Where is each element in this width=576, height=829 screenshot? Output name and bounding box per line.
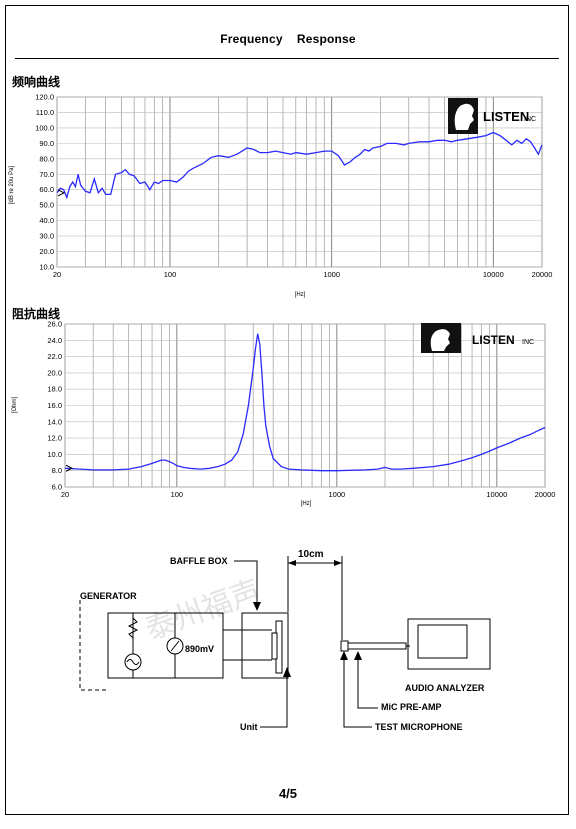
microphone-pointer (343, 656, 372, 728)
plot-area: 6.0 8.0 10.0 12.0 14.0 16.0 18.0 20.0 22.0 24.0 26… (47, 320, 555, 500)
plot-area: 10.0 20.0 30.0 40.0 50.0 60.0 70.0 80.0 90.0 100.… (35, 93, 552, 280)
y-tick-label: 14.0 (47, 417, 62, 426)
y-axis-label: [dB re 20u Pa] (9, 165, 15, 204)
x-tick-label: 1000 (328, 490, 345, 499)
y-tick-label: 20.0 (47, 368, 62, 377)
impedance-label: 阻抗曲线 (12, 307, 61, 321)
sine-wave-icon (126, 659, 140, 665)
x-tick-label: 20 (53, 270, 61, 279)
series-line (56, 131, 543, 200)
x-axis-label: [Hz] (295, 292, 306, 298)
y-tick-label: 100.0 (35, 123, 54, 132)
baffle-box-label: BAFFLE BOX (170, 556, 228, 566)
x-axis-label: [Hz] (301, 501, 312, 507)
y-tick-label: 40.0 (39, 216, 54, 225)
resistor-icon (127, 617, 139, 639)
logo-suffix: INC (522, 339, 534, 346)
distance-label: 10cm (298, 549, 324, 560)
y-tick-label: 18.0 (47, 385, 62, 394)
y-tick-label: 90.0 (39, 139, 54, 148)
page-title: Frequency Response (220, 32, 356, 46)
x-tick-label: 10000 (483, 270, 504, 279)
logo-text: LISTEN (483, 109, 529, 124)
voltmeter-needle-icon (170, 640, 180, 652)
generator-box (107, 612, 224, 679)
y-tick-label: 120.0 (35, 93, 54, 102)
arrow-up-icon (354, 651, 362, 660)
mic-preamp (347, 642, 407, 650)
y-tick-label: 30.0 (39, 232, 54, 241)
series-line (64, 333, 546, 472)
y-tick-label: 10.0 (39, 263, 54, 272)
arrow-right-icon (334, 560, 342, 566)
y-tick-label: 110.0 (36, 108, 54, 117)
logo: LISTEN INC (448, 98, 536, 134)
frequency-response-label: 频响曲线 (12, 75, 61, 89)
head-icon (430, 329, 450, 351)
audio-analyzer-label: AUDIO ANALYZER (405, 683, 485, 693)
audio-analyzer (407, 618, 491, 670)
arrow-left-icon (288, 560, 296, 566)
y-tick-label: 12.0 (47, 434, 62, 443)
y-tick-label: 80.0 (39, 154, 54, 163)
test-microphone (340, 640, 349, 652)
y-tick-label: 10.0 (47, 450, 62, 459)
head-icon (454, 103, 474, 130)
logo-suffix: INC (524, 116, 536, 123)
page-number: 4/5 (278, 786, 298, 801)
unit-label: Unit (240, 722, 258, 732)
x-tick-label: 100 (171, 490, 184, 499)
x-tick-label: 10000 (486, 490, 507, 499)
speaker-magnet (271, 632, 278, 660)
y-tick-label: 16.0 (47, 401, 62, 410)
series-start-marker (57, 189, 66, 197)
y-tick-label: 6.0 (52, 483, 62, 492)
preamp-pointer (357, 656, 378, 709)
y-tick-label: 22.0 (47, 352, 62, 361)
y-tick-label: 50.0 (39, 201, 54, 210)
y-tick-label: 60.0 (39, 185, 54, 194)
x-tick-label: 1000 (323, 270, 340, 279)
y-axis-label: [Ohm] (12, 397, 18, 414)
test-microphone-label: TEST MICROPHONE (375, 722, 463, 732)
x-tick-label: 100 (164, 270, 177, 279)
y-tick-label: 26.0 (47, 320, 62, 329)
baffle-pointer (234, 560, 258, 606)
logo-2: LISTEN INC (421, 323, 534, 353)
watermark: 泰州福声 (141, 575, 265, 647)
y-tick-label: 20.0 (39, 247, 54, 256)
x-tick-label: 20000 (532, 270, 553, 279)
page-border (5, 5, 569, 815)
unit-pointer (260, 673, 288, 728)
arrow-up-icon (283, 667, 291, 677)
arrow-down-icon (253, 602, 261, 611)
x-tick-label: 20000 (535, 490, 556, 499)
header-divider (15, 58, 559, 59)
y-tick-label: 24.0 (47, 336, 62, 345)
voltage-label: 890mV (185, 644, 214, 654)
analyzer-screen (417, 624, 468, 659)
logo-text: LISTEN (472, 333, 515, 347)
series-start-marker (65, 464, 74, 472)
arrow-up-icon (340, 651, 348, 660)
y-tick-label: 8.0 (52, 466, 62, 475)
mic-preamp-label: MiC PRE-AMP (381, 702, 442, 712)
generator-outline (79, 600, 108, 691)
generator-label: GENERATOR (80, 591, 137, 601)
y-tick-label: 70.0 (39, 170, 54, 179)
baffle-box (241, 612, 289, 679)
x-tick-label: 20 (61, 490, 69, 499)
